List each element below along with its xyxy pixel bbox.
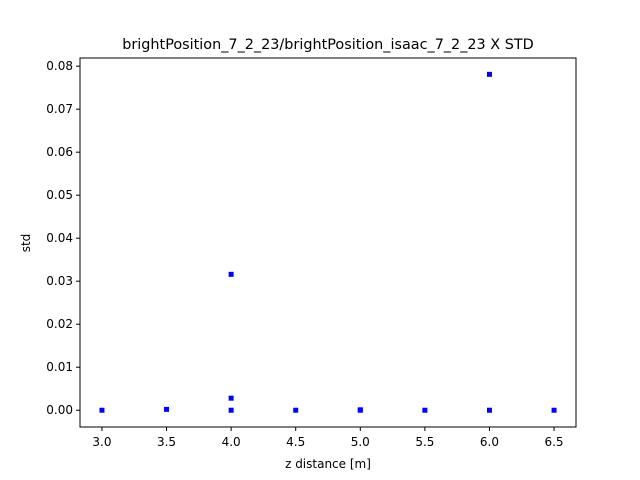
data-point	[228, 271, 234, 277]
y-axis-label: std	[19, 234, 33, 253]
y-axis: 0.00 0.01 0.02 0.03 0.04 0.05 0.06 0.07 0.08	[46, 59, 80, 417]
x-tick-label: 3.5	[157, 435, 176, 449]
y-tick-label: 0.06	[46, 145, 73, 159]
y-tick-label: 0.00	[46, 403, 73, 417]
x-tick-label: 6.5	[544, 435, 563, 449]
data-point	[486, 407, 492, 413]
x-axis: 3.0 3.5 4.0 4.5 5.0 5.5 6.0 6.5	[92, 427, 564, 449]
data-point	[164, 406, 170, 412]
chart-title: brightPosition_7_2_23/brightPosition_isa…	[122, 37, 533, 53]
y-tick-label: 0.05	[46, 188, 73, 202]
x-tick-label: 3.0	[92, 435, 111, 449]
data-point	[357, 407, 363, 413]
y-tick-label: 0.07	[46, 102, 73, 116]
x-tick-label: 5.0	[351, 435, 370, 449]
y-tick-label: 0.02	[46, 317, 73, 331]
data-point	[422, 407, 428, 413]
y-tick-label: 0.04	[46, 231, 73, 245]
data-point	[551, 407, 557, 413]
y-tick-label: 0.03	[46, 274, 73, 288]
data-point	[486, 71, 492, 77]
data-point	[228, 407, 234, 413]
x-tick-label: 4.5	[286, 435, 305, 449]
plot-area	[99, 71, 557, 413]
y-tick-label: 0.08	[46, 59, 73, 73]
x-tick-label: 4.0	[222, 435, 241, 449]
y-tick-label: 0.01	[46, 360, 73, 374]
x-axis-label: z distance [m]	[285, 457, 371, 471]
x-tick-label: 5.5	[415, 435, 434, 449]
data-point	[228, 395, 234, 401]
data-point	[99, 407, 105, 413]
x-tick-label: 6.0	[480, 435, 499, 449]
plot-frame	[79, 57, 577, 428]
data-point	[293, 407, 299, 413]
